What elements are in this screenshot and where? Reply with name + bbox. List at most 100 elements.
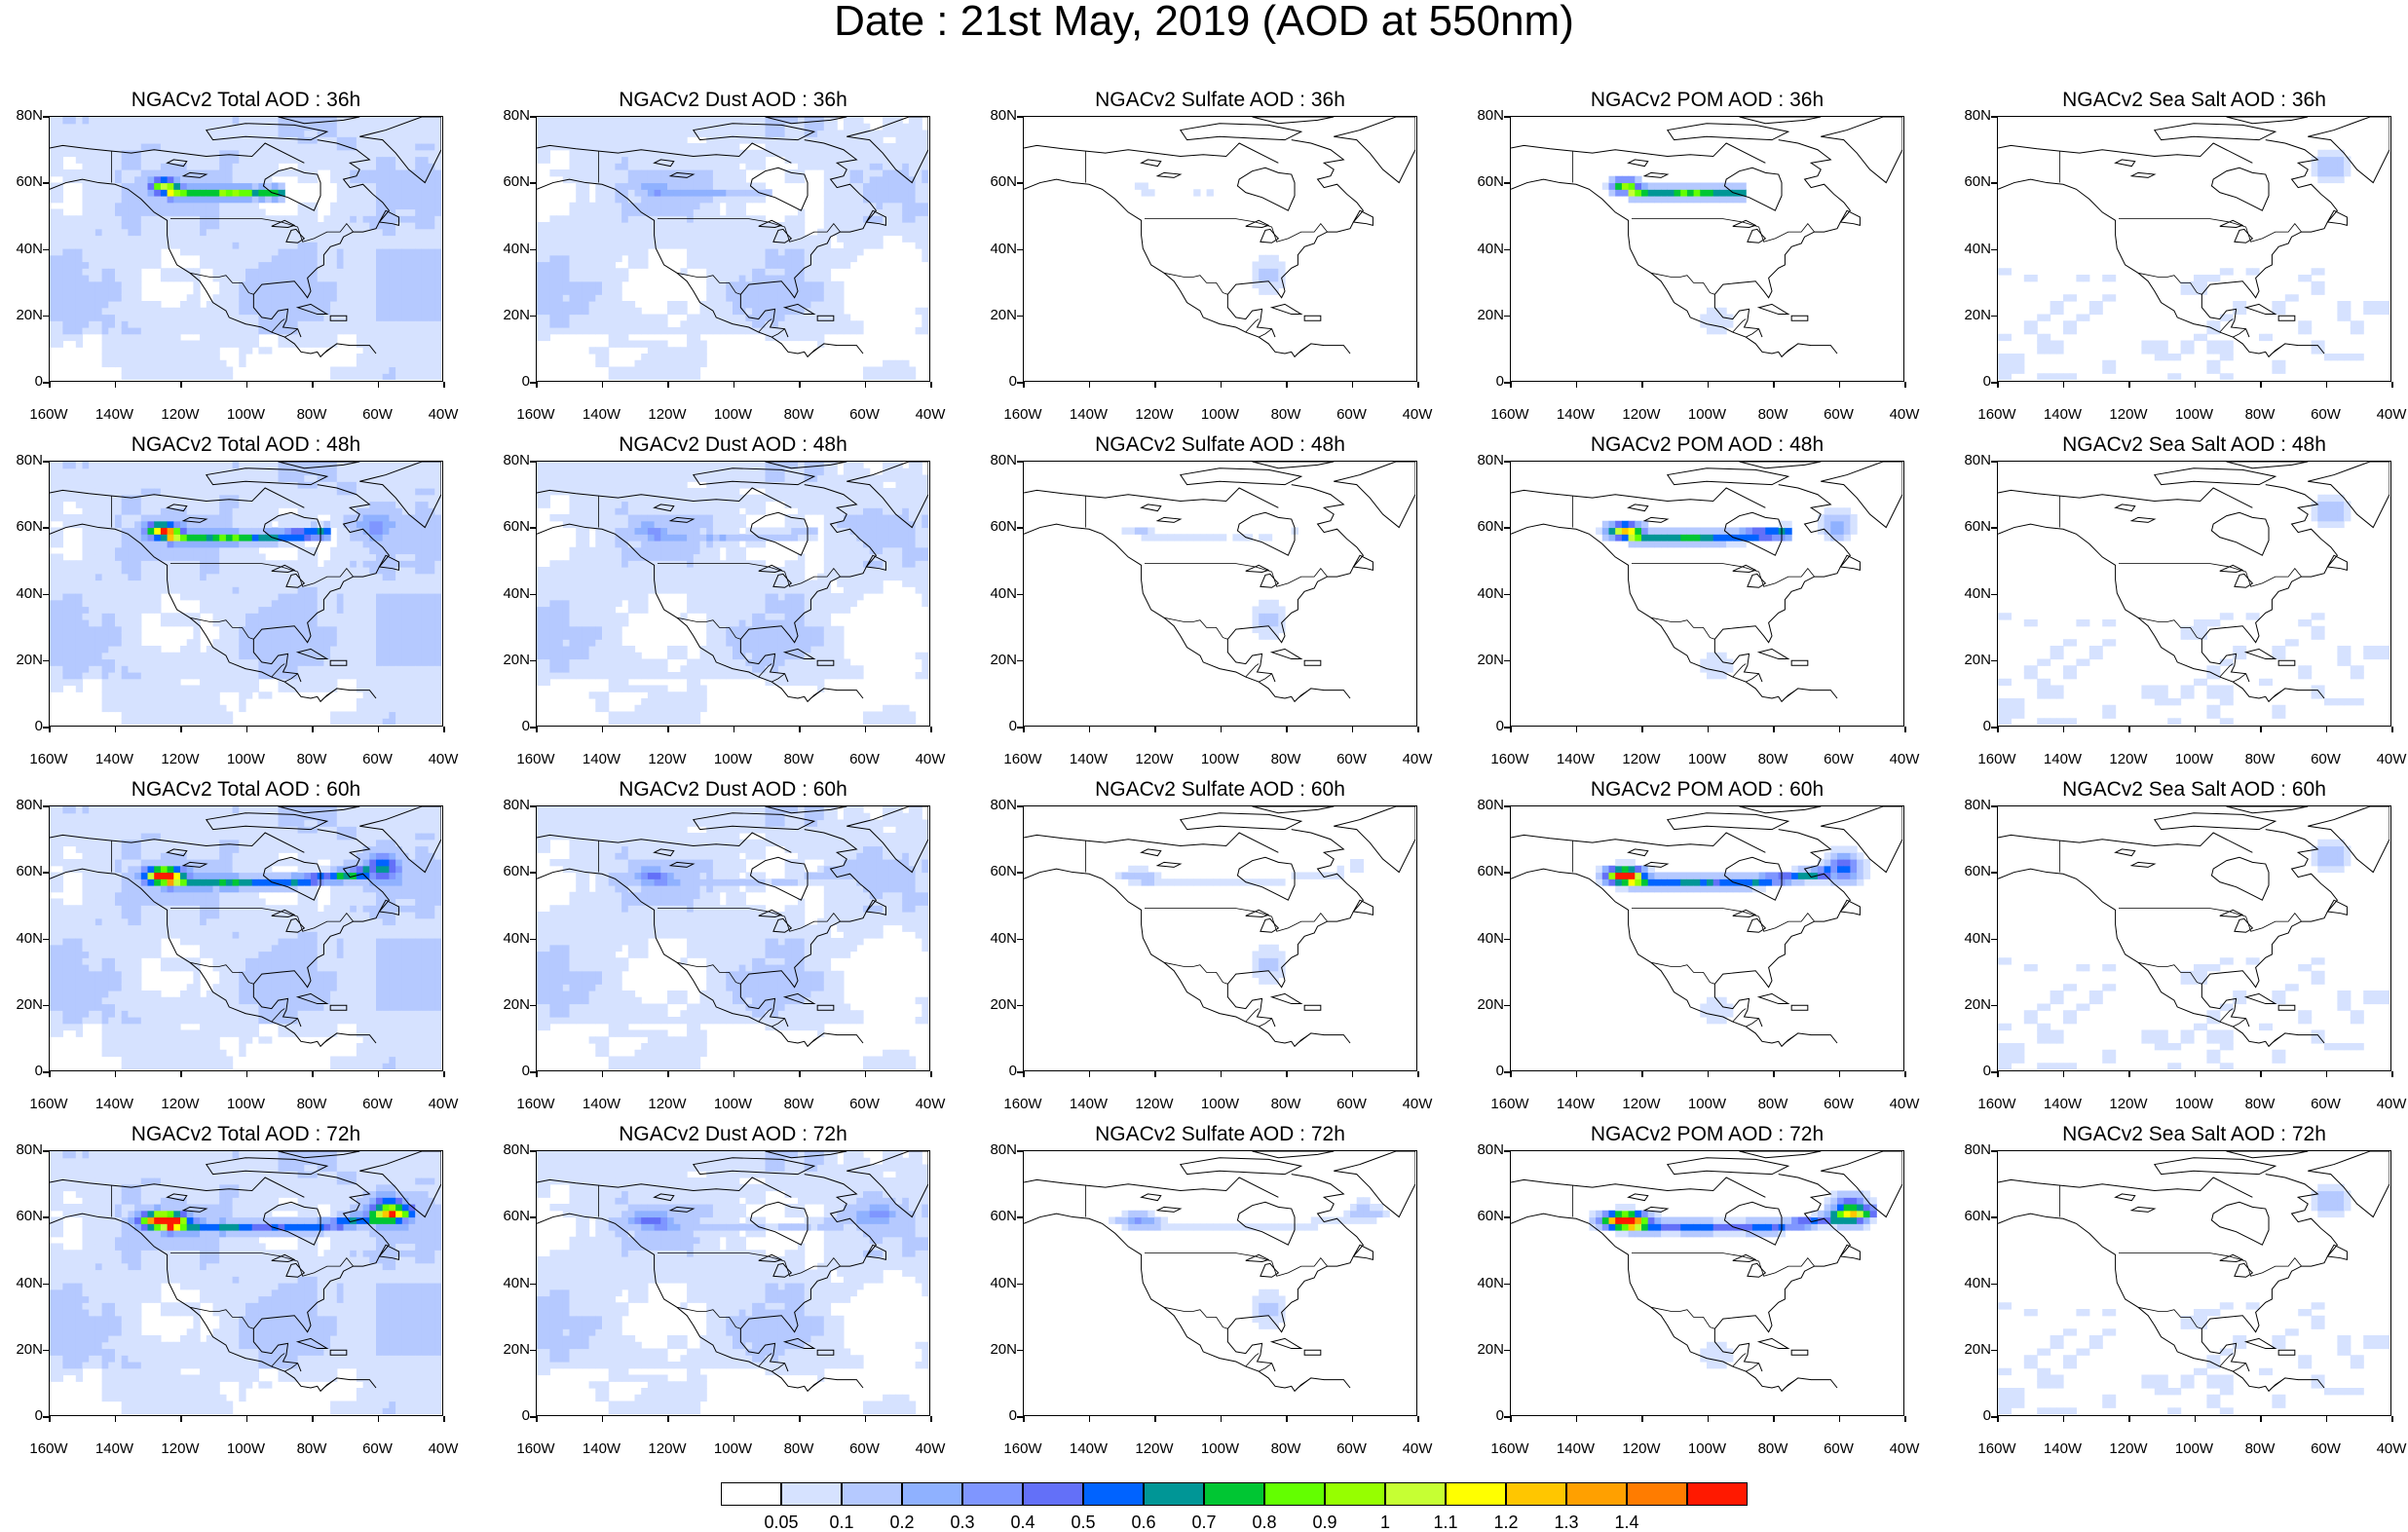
x-tick-label: 140W <box>573 407 631 423</box>
x-tick-label: 100W <box>217 752 276 767</box>
panel-title: NGACv2 Sea Salt AOD : 36h <box>1997 90 2391 111</box>
country-border <box>2119 219 2302 243</box>
x-tick-mark <box>1997 1416 1999 1422</box>
x-tick-mark <box>312 1071 314 1077</box>
coastline <box>1791 1350 1808 1355</box>
aod-field-map <box>1511 117 1902 380</box>
y-tick-mark <box>1991 872 1997 874</box>
x-tick-mark <box>1352 1416 1354 1422</box>
y-tick-label: 80N <box>1950 798 1991 813</box>
x-tick-mark <box>667 382 669 388</box>
x-tick-mark <box>2128 1416 2130 1422</box>
x-tick-label: 80W <box>770 407 828 423</box>
y-tick-mark <box>43 939 49 941</box>
coastline <box>2246 993 2276 1003</box>
coastline <box>1157 172 1180 177</box>
coastline <box>1998 1214 2324 1391</box>
y-tick-label: 0 <box>976 1064 1017 1079</box>
x-tick-mark <box>1089 1416 1091 1422</box>
x-tick-label: 120W <box>2099 752 2158 767</box>
coastline <box>1759 649 1788 658</box>
x-tick-mark <box>115 1071 117 1077</box>
coastline <box>1272 649 1301 658</box>
y-tick-label: 80N <box>976 108 1017 124</box>
coastline <box>1157 517 1180 522</box>
panel-title: NGACv2 Total AOD : 36h <box>49 90 443 111</box>
y-tick-mark <box>530 660 536 662</box>
x-tick-label: 160W <box>1481 407 1539 423</box>
x-tick-label: 160W <box>1968 407 2026 423</box>
y-tick-mark <box>1504 116 1510 118</box>
y-tick-mark <box>530 461 536 463</box>
x-tick-label: 120W <box>1125 1441 1184 1457</box>
x-tick-label: 80W <box>2231 1441 2289 1457</box>
x-tick-mark <box>443 727 445 732</box>
x-tick-mark <box>2260 727 2262 732</box>
y-tick-mark <box>1017 939 1023 941</box>
panel-title: NGACv2 Total AOD : 72h <box>49 1124 443 1145</box>
coastline <box>1142 504 1161 511</box>
y-tick-label: 80N <box>976 453 1017 468</box>
y-tick-mark <box>1991 660 1997 662</box>
coastline <box>1733 565 1755 572</box>
coastline <box>2116 849 2135 856</box>
x-tick-label: 160W <box>19 1097 78 1112</box>
x-tick-label: 140W <box>1060 752 1118 767</box>
y-tick-label: 0 <box>2 1408 43 1424</box>
x-tick-mark <box>180 1416 182 1422</box>
x-tick-mark <box>2326 382 2328 388</box>
x-tick-label: 40W <box>2362 407 2408 423</box>
y-tick-label: 40N <box>489 586 530 602</box>
y-tick-label: 40N <box>1463 242 1504 257</box>
x-tick-mark <box>2326 727 2328 732</box>
aod-field-map <box>537 462 928 725</box>
x-tick-label: 140W <box>2034 407 2092 423</box>
x-tick-mark <box>312 382 314 388</box>
y-tick-label: 60N <box>2 864 43 879</box>
colorbar-swatch <box>1385 1482 1446 1506</box>
y-tick-mark <box>1017 1284 1023 1286</box>
x-tick-label: 60W <box>2297 1441 2355 1457</box>
y-tick-label: 40N <box>2 242 43 257</box>
country-border <box>1246 1009 1259 1022</box>
y-tick-label: 20N <box>2 1342 43 1358</box>
y-tick-mark <box>1017 116 1023 118</box>
y-tick-label: 20N <box>976 997 1017 1013</box>
aod-field <box>1998 840 2389 1069</box>
x-tick-mark <box>2260 1416 2262 1422</box>
colorbar-swatch <box>1687 1482 1748 1506</box>
coastline <box>1733 910 1755 916</box>
coastline <box>1740 462 1822 468</box>
coastline <box>1629 1194 1648 1201</box>
y-tick-mark <box>530 527 536 529</box>
coastline <box>1227 1328 1275 1371</box>
colorbar-label: 1.3 <box>1537 1513 1596 1531</box>
x-tick-label: 160W <box>1968 1441 2026 1457</box>
x-tick-mark <box>2195 1416 2197 1422</box>
country-border <box>1164 273 1227 294</box>
x-tick-mark <box>1510 382 1512 388</box>
coastline <box>1227 485 1363 643</box>
x-tick-label: 160W <box>1968 752 2026 767</box>
aod-field-map <box>50 117 441 380</box>
y-tick-label: 0 <box>2 374 43 390</box>
x-tick-label: 160W <box>507 407 565 423</box>
x-tick-mark <box>246 727 248 732</box>
country-border <box>1733 1354 1746 1366</box>
x-tick-label: 140W <box>86 752 144 767</box>
coastline <box>2220 910 2242 916</box>
y-tick-mark <box>530 116 536 118</box>
colorbar-label: 0.05 <box>752 1513 810 1531</box>
y-tick-label: 80N <box>489 453 530 468</box>
x-tick-mark <box>865 727 867 732</box>
panel-title: NGACv2 Total AOD : 60h <box>49 779 443 801</box>
aod-field-map <box>1024 806 1415 1069</box>
x-tick-mark <box>1904 1071 1906 1077</box>
x-tick-mark <box>667 1071 669 1077</box>
y-tick-label: 60N <box>976 174 1017 190</box>
x-tick-mark <box>602 382 604 388</box>
colorbar-swatch <box>721 1482 781 1506</box>
x-tick-label: 120W <box>2099 1441 2158 1457</box>
